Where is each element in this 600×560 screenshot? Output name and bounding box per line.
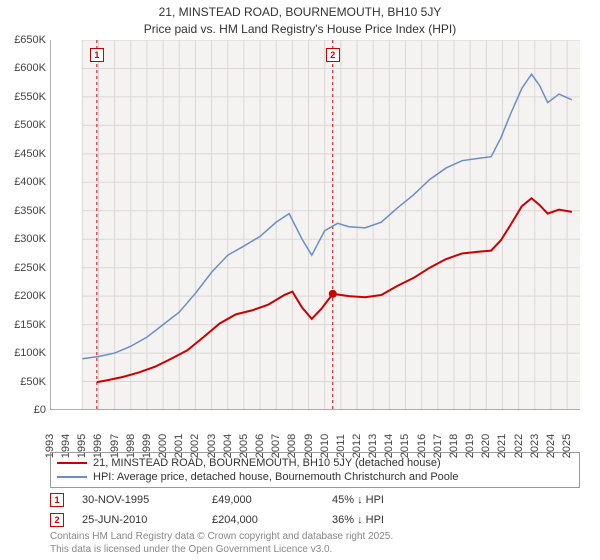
transaction-marker: 1 xyxy=(50,493,64,507)
legend-label: HPI: Average price, detached house, Bour… xyxy=(93,471,458,483)
footer: Contains HM Land Registry data © Crown c… xyxy=(50,530,393,556)
transaction-pct: 45% ↓ HPI xyxy=(332,494,452,506)
title-line-2: Price paid vs. HM Land Registry's House … xyxy=(0,21,600,38)
y-tick-label: £300K xyxy=(4,233,46,245)
footer-line-1: Contains HM Land Registry data © Crown c… xyxy=(50,530,393,543)
transaction-marker: 2 xyxy=(50,513,64,527)
chart-svg xyxy=(50,40,580,410)
legend-label: 21, MINSTEAD ROAD, BOURNEMOUTH, BH10 5JY… xyxy=(93,457,441,469)
y-tick-label: £250K xyxy=(4,262,46,274)
y-axis-labels: £0£50K£100K£150K£200K£250K£300K£350K£400… xyxy=(4,40,46,410)
y-tick-label: £650K xyxy=(4,34,46,46)
legend-box: 21, MINSTEAD ROAD, BOURNEMOUTH, BH10 5JY… xyxy=(50,452,580,488)
transaction-pct: 36% ↓ HPI xyxy=(332,514,452,526)
transaction-row: 1 30-NOV-1995£49,00045% ↓ HPI xyxy=(50,490,452,510)
legend-swatch xyxy=(57,476,87,478)
transaction-price: £204,000 xyxy=(212,514,332,526)
chart-container: 21, MINSTEAD ROAD, BOURNEMOUTH, BH10 5JY… xyxy=(0,0,600,560)
transaction-table: 1 30-NOV-1995£49,00045% ↓ HPI 2 25-JUN-2010… xyxy=(50,490,452,530)
transaction-date: 30-NOV-1995 xyxy=(82,494,212,506)
chart-marker-2: 2 xyxy=(326,48,340,62)
title-block: 21, MINSTEAD ROAD, BOURNEMOUTH, BH10 5JY… xyxy=(0,0,600,38)
legend-row: 21, MINSTEAD ROAD, BOURNEMOUTH, BH10 5JY… xyxy=(57,456,573,470)
y-tick-label: £550K xyxy=(4,91,46,103)
transaction-date: 25-JUN-2010 xyxy=(82,514,212,526)
y-tick-label: £0 xyxy=(4,404,46,416)
y-tick-label: £50K xyxy=(4,376,46,388)
y-tick-label: £500K xyxy=(4,119,46,131)
x-axis-labels: 1993199419951996199719981999200020012002… xyxy=(50,412,580,452)
y-tick-label: £200K xyxy=(4,290,46,302)
y-tick-label: £100K xyxy=(4,347,46,359)
transaction-row: 2 25-JUN-2010£204,00036% ↓ HPI xyxy=(50,510,452,530)
chart-area: £0£50K£100K£150K£200K£250K£300K£350K£400… xyxy=(50,40,580,410)
chart-marker-1: 1 xyxy=(90,48,104,62)
y-tick-label: £600K xyxy=(4,62,46,74)
legend-swatch xyxy=(57,462,87,464)
transaction-price: £49,000 xyxy=(212,494,332,506)
y-tick-label: £400K xyxy=(4,176,46,188)
y-tick-label: £450K xyxy=(4,148,46,160)
footer-line-2: This data is licensed under the Open Gov… xyxy=(50,543,393,556)
title-line-1: 21, MINSTEAD ROAD, BOURNEMOUTH, BH10 5JY xyxy=(0,4,600,21)
y-tick-label: £150K xyxy=(4,319,46,331)
legend-row: HPI: Average price, detached house, Bour… xyxy=(57,470,573,484)
y-tick-label: £350K xyxy=(4,205,46,217)
